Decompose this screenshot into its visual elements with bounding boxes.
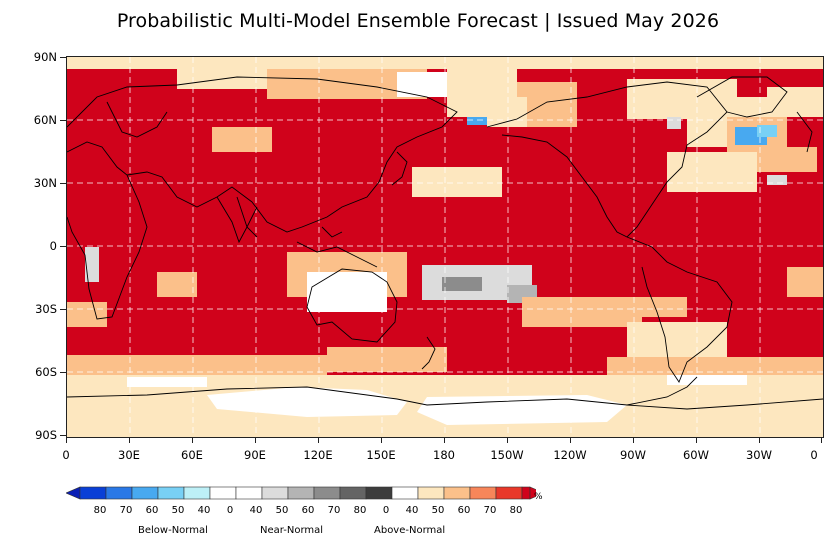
- lat-label-90n: 90N: [33, 50, 57, 64]
- colorbar-tick-label: 60: [145, 505, 159, 516]
- colorbar-tick-label: 80: [353, 505, 367, 516]
- lon-tick: [696, 437, 697, 443]
- colorbar-cell: [209, 486, 237, 500]
- lat-tick: [60, 309, 66, 310]
- colorbar-tick-label: 70: [327, 505, 341, 516]
- colorbar-tick-label: 80: [93, 505, 107, 516]
- lat-label-30n: 30N: [33, 176, 57, 190]
- colorbar-tick-label: 50: [171, 505, 185, 516]
- lon-label-60e: 60E: [181, 448, 203, 462]
- lat-label-30s: 30S: [35, 302, 57, 316]
- colorbar-cell: [131, 486, 159, 500]
- colorbar-unit: %: [534, 492, 543, 502]
- gridlines: [67, 57, 823, 437]
- colorbar-tick-label: 40: [405, 505, 419, 516]
- lat-label-60n: 60N: [33, 113, 57, 127]
- moderate-above-normal-patches: [67, 127, 823, 362]
- colorbar-cell: [105, 486, 133, 500]
- category-below-normal: Below-Normal: [138, 525, 208, 536]
- category-near-normal: Near-Normal: [260, 525, 324, 536]
- coastlines: [67, 76, 823, 410]
- colorbar-cell: [365, 486, 393, 500]
- colorbar-cell: [391, 486, 419, 500]
- colorbar-tick-label: 80: [509, 505, 523, 516]
- colorbar-cell: [261, 486, 289, 500]
- map-title: Probabilistic Multi-Model Ensemble Forec…: [116, 10, 720, 32]
- lon-label-120w: 120W: [553, 448, 587, 462]
- lon-label-150w: 150W: [490, 448, 524, 462]
- colorbar-cell: [287, 486, 315, 500]
- colorbar-tick-label: 40: [249, 505, 263, 516]
- lon-tick: [570, 437, 571, 443]
- lon-tick: [507, 437, 508, 443]
- colorbar-end-cell: [521, 486, 531, 500]
- lon-tick: [129, 437, 130, 443]
- colorbar-cell: [443, 486, 471, 500]
- colorbar-right-arrow: [529, 486, 536, 500]
- lon-label-180: 180: [433, 448, 455, 462]
- lon-label-150e: 150E: [366, 448, 396, 462]
- colorbar-tick-label: 70: [483, 505, 497, 516]
- colorbar-tick-label: 60: [457, 505, 471, 516]
- colorbar-cell: [79, 486, 107, 500]
- colorbar-cell: [469, 486, 497, 500]
- colorbar-tick-label: 60: [301, 505, 315, 516]
- colorbar-cell: [313, 486, 341, 500]
- lat-label-60s: 60S: [35, 365, 57, 379]
- lon-tick: [66, 437, 67, 443]
- lon-label-30w: 30W: [745, 448, 772, 462]
- colorbar-tick-label: 0: [382, 505, 390, 516]
- colorbar-tick-label: 70: [119, 505, 133, 516]
- colorbar-tick-label: 40: [197, 505, 211, 516]
- lon-label-90w: 90W: [619, 448, 646, 462]
- lon-label-90e: 90E: [244, 448, 266, 462]
- lon-label-0: 0: [62, 448, 70, 462]
- lon-tick: [633, 437, 634, 443]
- lon-tick: [255, 437, 256, 443]
- lat-label-90s: 90S: [35, 428, 57, 442]
- lon-tick: [192, 437, 193, 443]
- colorbar-cell: [417, 486, 445, 500]
- lon-tick: [381, 437, 382, 443]
- colorbar-tick-label: 50: [431, 505, 445, 516]
- lat-tick: [60, 120, 66, 121]
- lon-label-30e: 30E: [118, 448, 140, 462]
- colorbar-cell: [495, 486, 523, 500]
- colorbar-cell: [235, 486, 263, 500]
- lat-label-equator: 0: [49, 239, 57, 253]
- colorbar-left-arrow: [66, 486, 81, 500]
- lat-tick: [60, 372, 66, 373]
- colorbar: [66, 486, 536, 500]
- lat-tick: [60, 246, 66, 247]
- colorbar-cells: [66, 486, 536, 500]
- lon-label-0-east: 0: [810, 448, 818, 462]
- colorbar-tick-label: 50: [275, 505, 289, 516]
- category-above-normal: Above-Normal: [374, 525, 446, 536]
- colorbar-tick-label: 0: [226, 505, 234, 516]
- map-svg: [67, 57, 823, 437]
- lon-tick: [444, 437, 445, 443]
- lon-label-120e: 120E: [303, 448, 333, 462]
- lon-tick: [759, 437, 760, 443]
- lat-tick: [60, 183, 66, 184]
- colorbar-cell: [339, 486, 367, 500]
- lon-tick: [821, 437, 822, 443]
- lat-tick: [60, 57, 66, 58]
- colorbar-cell: [183, 486, 211, 500]
- forecast-map: [66, 56, 824, 438]
- lon-label-60w: 60W: [682, 448, 709, 462]
- colorbar-cell: [157, 486, 185, 500]
- lat-tick: [60, 435, 66, 436]
- lon-tick: [318, 437, 319, 443]
